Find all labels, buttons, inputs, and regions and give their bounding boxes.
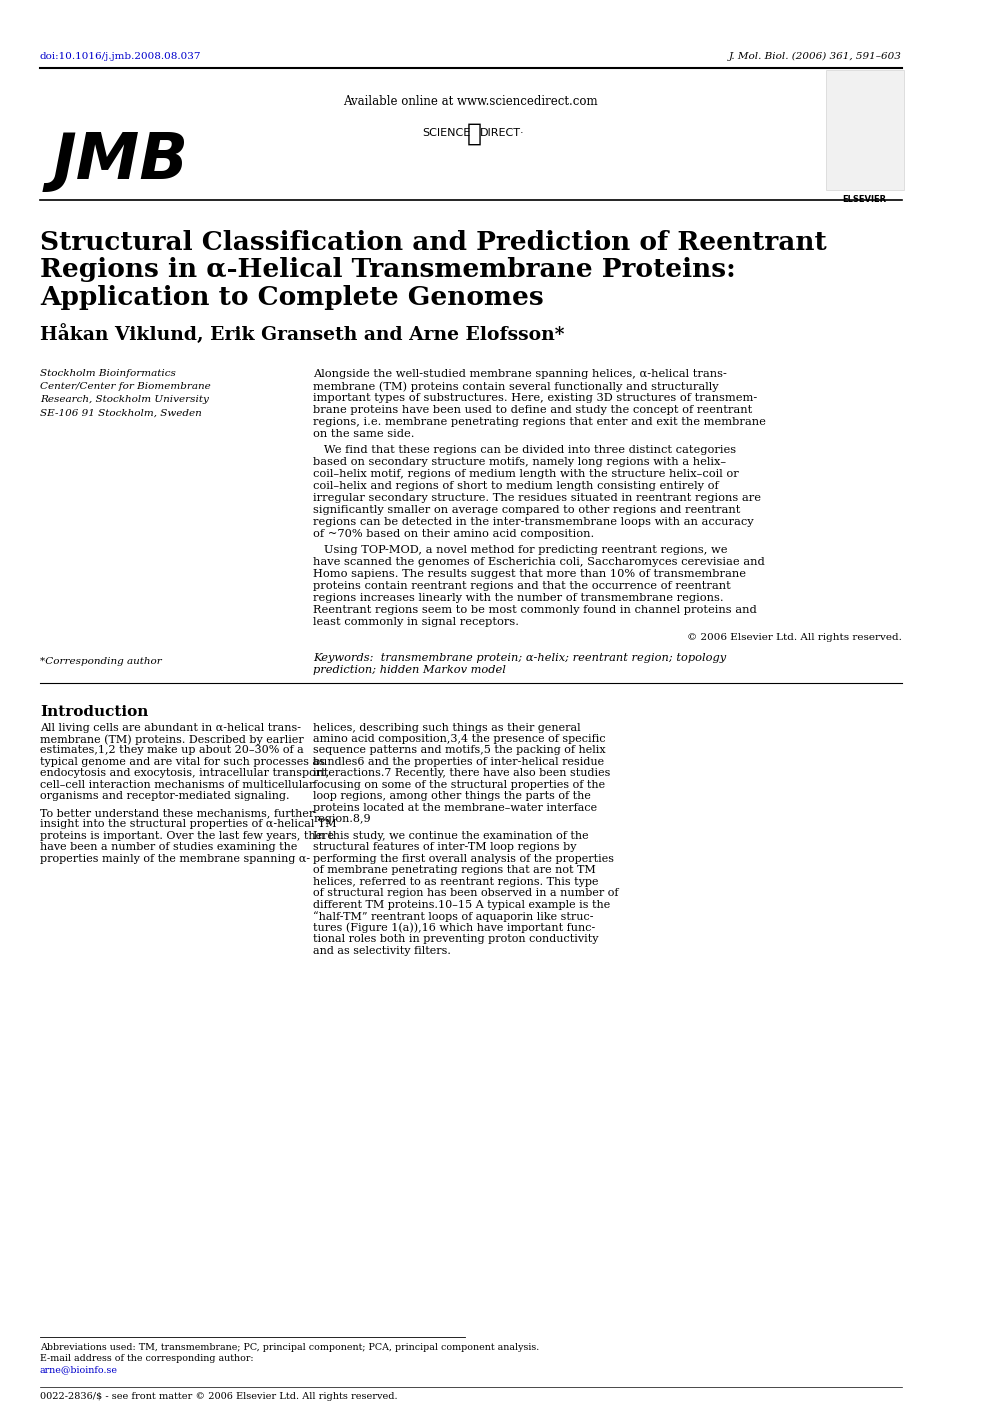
Text: significantly smaller on average compared to other regions and reentrant: significantly smaller on average compare…	[313, 505, 741, 515]
Text: coil–helix and regions of short to medium length consisting entirely of: coil–helix and regions of short to mediu…	[313, 481, 719, 491]
Text: helices, referred to as reentrant regions. This type: helices, referred to as reentrant region…	[313, 877, 599, 887]
Text: Application to Complete Genomes: Application to Complete Genomes	[40, 285, 544, 310]
Text: cell–cell interaction mechanisms of multicellular: cell–cell interaction mechanisms of mult…	[40, 780, 314, 790]
Text: coil–helix motif, regions of medium length with the structure helix–coil or: coil–helix motif, regions of medium leng…	[313, 469, 739, 478]
Text: Using TOP-MOD, a novel method for predicting reentrant regions, we: Using TOP-MOD, a novel method for predic…	[313, 544, 728, 556]
Text: of structural region has been observed in a number of: of structural region has been observed i…	[313, 888, 619, 898]
Text: insight into the structural properties of α-helical TM: insight into the structural properties o…	[40, 819, 336, 829]
Text: ⓓ: ⓓ	[467, 122, 482, 146]
Text: region.8,9: region.8,9	[313, 814, 371, 825]
Text: In this study, we continue the examination of the: In this study, we continue the examinati…	[313, 831, 589, 840]
Text: prediction; hidden Markov model: prediction; hidden Markov model	[313, 665, 506, 675]
Text: ELSEVIER: ELSEVIER	[842, 195, 887, 203]
Text: We find that these regions can be divided into three distinct categories: We find that these regions can be divide…	[313, 445, 736, 455]
Text: Center/Center for Biomembrane: Center/Center for Biomembrane	[40, 382, 210, 391]
Text: tures (Figure 1(a)),16 which have important func-: tures (Figure 1(a)),16 which have import…	[313, 923, 595, 933]
Text: proteins contain reentrant regions and that the occurrence of reentrant: proteins contain reentrant regions and t…	[313, 581, 731, 591]
Text: *Corresponding author: *Corresponding author	[40, 657, 162, 665]
Text: SE-106 91 Stockholm, Sweden: SE-106 91 Stockholm, Sweden	[40, 408, 201, 417]
Text: Reentrant regions seem to be most commonly found in channel proteins and: Reentrant regions seem to be most common…	[313, 605, 757, 615]
Text: DIRECT·: DIRECT·	[480, 128, 525, 137]
Text: different TM proteins.10–15 A typical example is the: different TM proteins.10–15 A typical ex…	[313, 899, 610, 909]
Text: regions increases linearly with the number of transmembrane regions.: regions increases linearly with the numb…	[313, 593, 724, 603]
Text: have scanned the genomes of Escherichia coli, Saccharomyces cerevisiae and: have scanned the genomes of Escherichia …	[313, 557, 765, 567]
Text: J. Mol. Biol. (2006) 361, 591–603: J. Mol. Biol. (2006) 361, 591–603	[729, 52, 902, 60]
Text: helices, describing such things as their general: helices, describing such things as their…	[313, 723, 581, 732]
Text: structural features of inter-TM loop regions by: structural features of inter-TM loop reg…	[313, 842, 576, 852]
Text: Alongside the well-studied membrane spanning helices, α-helical trans-: Alongside the well-studied membrane span…	[313, 369, 727, 379]
Text: Stockholm Bioinformatics: Stockholm Bioinformatics	[40, 369, 176, 379]
Text: endocytosis and exocytosis, intracellular transport,: endocytosis and exocytosis, intracellula…	[40, 769, 329, 779]
Text: typical genome and are vital for such processes as: typical genome and are vital for such pr…	[40, 758, 324, 767]
Text: on the same side.: on the same side.	[313, 429, 415, 439]
Text: © 2006 Elsevier Ltd. All rights reserved.: © 2006 Elsevier Ltd. All rights reserved…	[686, 633, 902, 641]
Text: bundles6 and the properties of inter-helical residue: bundles6 and the properties of inter-hel…	[313, 758, 604, 767]
Text: and as selectivity filters.: and as selectivity filters.	[313, 946, 451, 955]
Text: Abbreviations used: TM, transmembrane; PC, principal component; PCA, principal c: Abbreviations used: TM, transmembrane; P…	[40, 1343, 539, 1352]
Text: interactions.7 Recently, there have also been studies: interactions.7 Recently, there have also…	[313, 769, 610, 779]
Text: Homo sapiens. The results suggest that more than 10% of transmembrane: Homo sapiens. The results suggest that m…	[313, 568, 746, 579]
Text: All living cells are abundant in α-helical trans-: All living cells are abundant in α-helic…	[40, 723, 301, 732]
Text: least commonly in signal receptors.: least commonly in signal receptors.	[313, 617, 519, 627]
Text: important types of substructures. Here, existing 3D structures of transmem-: important types of substructures. Here, …	[313, 393, 758, 403]
Text: irregular secondary structure. The residues situated in reentrant regions are: irregular secondary structure. The resid…	[313, 492, 761, 504]
Text: Keywords:  transmembrane protein; α-helix; reentrant region; topology: Keywords: transmembrane protein; α-helix…	[313, 652, 726, 662]
Text: Available online at www.sciencedirect.com: Available online at www.sciencedirect.co…	[343, 95, 598, 108]
Text: tional roles both in preventing proton conductivity: tional roles both in preventing proton c…	[313, 934, 599, 944]
Text: Research, Stockholm University: Research, Stockholm University	[40, 396, 208, 404]
Text: Introduction: Introduction	[40, 704, 148, 718]
Text: amino acid composition,3,4 the presence of specific: amino acid composition,3,4 the presence …	[313, 734, 606, 744]
Text: properties mainly of the membrane spanning α-: properties mainly of the membrane spanni…	[40, 854, 310, 864]
Text: membrane (TM) proteins. Described by earlier: membrane (TM) proteins. Described by ear…	[40, 734, 304, 745]
Text: JMB: JMB	[53, 129, 188, 192]
Text: based on secondary structure motifs, namely long regions with a helix–: based on secondary structure motifs, nam…	[313, 457, 726, 467]
Text: sequence patterns and motifs,5 the packing of helix: sequence patterns and motifs,5 the packi…	[313, 745, 606, 755]
Text: SCIENCE: SCIENCE	[423, 128, 471, 137]
Text: performing the first overall analysis of the properties: performing the first overall analysis of…	[313, 854, 614, 864]
Text: of membrane penetrating regions that are not TM: of membrane penetrating regions that are…	[313, 866, 596, 875]
Text: Structural Classification and Prediction of Reentrant: Structural Classification and Prediction…	[40, 230, 826, 254]
Text: estimates,1,2 they make up about 20–30% of a: estimates,1,2 they make up about 20–30% …	[40, 745, 304, 755]
Text: membrane (TM) proteins contain several functionally and structurally: membrane (TM) proteins contain several f…	[313, 382, 719, 391]
Text: regions can be detected in the inter-transmembrane loops with an accuracy: regions can be detected in the inter-tra…	[313, 516, 754, 528]
Bar	[825, 70, 904, 189]
Text: focusing on some of the structural properties of the: focusing on some of the structural prope…	[313, 780, 605, 790]
Text: arne@bioinfo.se: arne@bioinfo.se	[40, 1365, 118, 1374]
Text: proteins located at the membrane–water interface: proteins located at the membrane–water i…	[313, 803, 597, 812]
Text: organisms and receptor-mediated signaling.: organisms and receptor-mediated signalin…	[40, 791, 290, 801]
Text: doi:10.1016/j.jmb.2008.08.037: doi:10.1016/j.jmb.2008.08.037	[40, 52, 201, 60]
Text: proteins is important. Over the last few years, there: proteins is important. Over the last few…	[40, 831, 334, 840]
Text: Håkan Viklund, Erik Granseth and Arne Elofsson*: Håkan Viklund, Erik Granseth and Arne El…	[40, 324, 564, 344]
Text: “half-TM” reentrant loops of aquaporin like struc-: “half-TM” reentrant loops of aquaporin l…	[313, 911, 593, 922]
Text: regions, i.e. membrane penetrating regions that enter and exit the membrane: regions, i.e. membrane penetrating regio…	[313, 417, 766, 427]
Text: 0022-2836/$ - see front matter © 2006 Elsevier Ltd. All rights reserved.: 0022-2836/$ - see front matter © 2006 El…	[40, 1392, 398, 1402]
Text: brane proteins have been used to define and study the concept of reentrant: brane proteins have been used to define …	[313, 405, 753, 415]
Text: have been a number of studies examining the: have been a number of studies examining …	[40, 842, 298, 852]
Text: of ~70% based on their amino acid composition.: of ~70% based on their amino acid compos…	[313, 529, 594, 539]
Text: loop regions, among other things the parts of the: loop regions, among other things the par…	[313, 791, 591, 801]
Text: E-mail address of the corresponding author:: E-mail address of the corresponding auth…	[40, 1354, 254, 1364]
Text: To better understand these mechanisms, further: To better understand these mechanisms, f…	[40, 808, 314, 818]
Text: Regions in α-Helical Transmembrane Proteins:: Regions in α-Helical Transmembrane Prote…	[40, 258, 736, 282]
